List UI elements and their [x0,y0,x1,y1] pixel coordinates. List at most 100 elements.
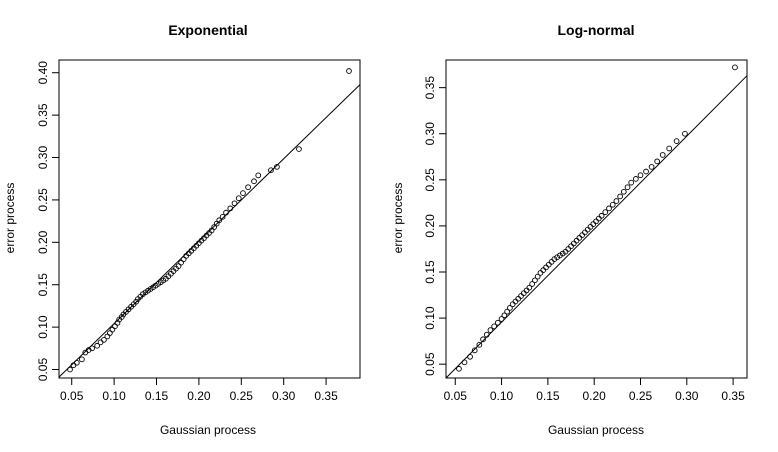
y-tick-label: 0.35 [423,76,437,100]
x-tick-label: 0.20 [187,389,211,403]
data-point [606,205,612,212]
data-point [609,201,616,208]
data-point [268,167,274,174]
x-axis-label: Gaussian process [548,423,644,437]
data-point [251,178,257,185]
data-marks [445,64,748,379]
y-tick-label: 0.10 [36,315,50,339]
data-point [620,188,627,195]
y-tick-label: 0.15 [423,260,437,284]
data-point [219,214,226,220]
x-tick-label: 0.10 [102,389,126,403]
data-point [85,347,92,353]
data-point [227,205,234,212]
chart-exponential: Exponential Gaussian process error proce… [3,22,361,437]
data-point [673,138,680,144]
data-point [223,209,229,216]
data-point [617,193,623,200]
data-point [240,190,246,196]
data-point [480,336,486,343]
x-tick-label: 0.05 [60,389,84,403]
y-tick-label: 0.05 [423,352,437,376]
y-tick-label: 0.20 [423,214,437,238]
data-point [501,312,508,319]
data-point [624,184,631,191]
data-point [255,172,262,179]
data-point [346,68,352,74]
y-tick-label: 0.25 [36,188,50,212]
data-point [461,359,468,366]
data-point [529,281,535,287]
plot-frame [445,59,748,379]
x-tick-label: 0.20 [583,389,607,403]
data-point [659,152,666,158]
data-point [89,345,95,352]
data-point [648,164,655,170]
y-tick-label: 0.25 [423,168,437,192]
x-tick-label: 0.30 [272,389,296,403]
x-axis: 0.05 0.10 0.15 0.20 0.25 0.30 0.35 [444,378,745,403]
data-point [613,198,620,204]
x-tick-label: 0.15 [536,389,560,403]
x-tick-label: 0.35 [721,389,745,403]
x-tick-label: 0.15 [145,389,169,403]
data-point [67,366,73,373]
y-axis-label: error process [3,183,17,254]
y-tick-label: 0.30 [36,146,50,170]
data-point [231,200,238,207]
x-axis-label: Gaussian process [160,423,256,437]
data-point [526,284,533,291]
y-axis: 0.05 0.10 0.15 0.20 0.25 0.30 0.35 [423,76,446,376]
data-point [94,342,101,349]
x-tick-label: 0.25 [230,389,254,403]
data-point [534,273,541,280]
data-point [274,163,280,170]
data-point [598,212,605,219]
y-axis: 0.05 0.10 0.15 0.20 0.25 0.30 0.35 0.40 [36,61,59,381]
data-point [79,356,85,363]
data-point [654,158,661,165]
x-tick-label: 0.30 [675,389,699,403]
data-point [637,172,644,179]
y-axis-label: error process [391,183,405,254]
y-tick-label: 0.05 [36,358,50,382]
y-tick-label: 0.30 [423,122,437,146]
data-point [628,179,635,186]
data-point [666,145,673,152]
data-point [507,305,513,311]
data-point [732,64,738,71]
data-point [471,347,478,354]
data-point [483,331,490,338]
data-point [532,277,538,284]
data-point [476,341,483,348]
x-tick-label: 0.35 [314,389,338,403]
data-point [498,316,505,322]
data-marks [58,68,361,378]
x-tick-label: 0.10 [490,389,514,403]
y-tick-label: 0.35 [36,103,50,127]
data-point [73,359,80,366]
data-point [245,184,251,191]
data-point [101,336,107,343]
plot-frame [58,59,361,379]
x-tick-label: 0.05 [444,389,468,403]
data-point [114,320,121,326]
y-tick-label: 0.20 [36,230,50,254]
chart-title: Exponential [168,22,247,38]
data-point [296,146,302,152]
data-point [456,365,462,372]
data-point [235,195,242,202]
data-point [602,209,609,215]
data-point [633,176,639,182]
data-point [495,319,501,326]
x-axis: 0.05 0.10 0.15 0.20 0.25 0.30 0.35 [60,378,338,403]
data-point [682,130,688,137]
chart-log-normal: Log-normal Gaussian process error proces… [391,22,748,437]
data-point [216,217,223,224]
x-tick-label: 0.25 [629,389,653,403]
y-tick-label: 0.15 [36,273,50,297]
y-tick-label: 0.40 [36,61,50,85]
data-point [487,327,494,333]
chart-title: Log-normal [558,22,635,38]
